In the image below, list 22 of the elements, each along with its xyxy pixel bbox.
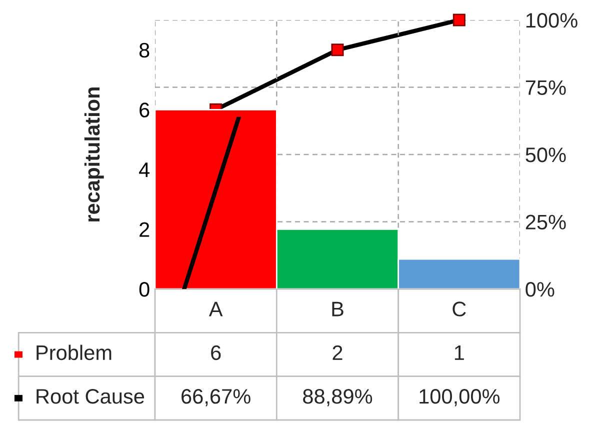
x-tick-label: C bbox=[452, 302, 466, 316]
y-tick-label: 8 bbox=[139, 42, 150, 58]
y-axis-title: recapitulation bbox=[84, 87, 104, 222]
y-tick-label: 4 bbox=[139, 162, 150, 177]
data-label: 1 bbox=[454, 346, 464, 360]
data-label: 2 bbox=[332, 345, 342, 360]
legend-label: Root Cause bbox=[36, 389, 144, 404]
x-tick-label: B bbox=[332, 302, 344, 316]
y2-tick-label: 25% bbox=[526, 214, 566, 230]
data-label: 100,00% bbox=[420, 389, 500, 406]
legend-label: Problem bbox=[36, 344, 112, 360]
y2-tick-label: 0% bbox=[526, 282, 554, 297]
y2-tick-label: 50% bbox=[526, 148, 566, 162]
y2-tick-label: 100% bbox=[526, 13, 578, 28]
data-label: 88,89% bbox=[303, 389, 372, 406]
x-tick-label: A bbox=[208, 302, 223, 316]
y2-tick-label: 75% bbox=[526, 80, 566, 96]
data-label: 66,67% bbox=[182, 389, 250, 406]
y-tick-label: 2 bbox=[140, 222, 150, 237]
y-tick-label: 6 bbox=[140, 102, 150, 118]
data-label: 6 bbox=[211, 345, 221, 360]
y-tick-label: 0 bbox=[139, 282, 150, 297]
